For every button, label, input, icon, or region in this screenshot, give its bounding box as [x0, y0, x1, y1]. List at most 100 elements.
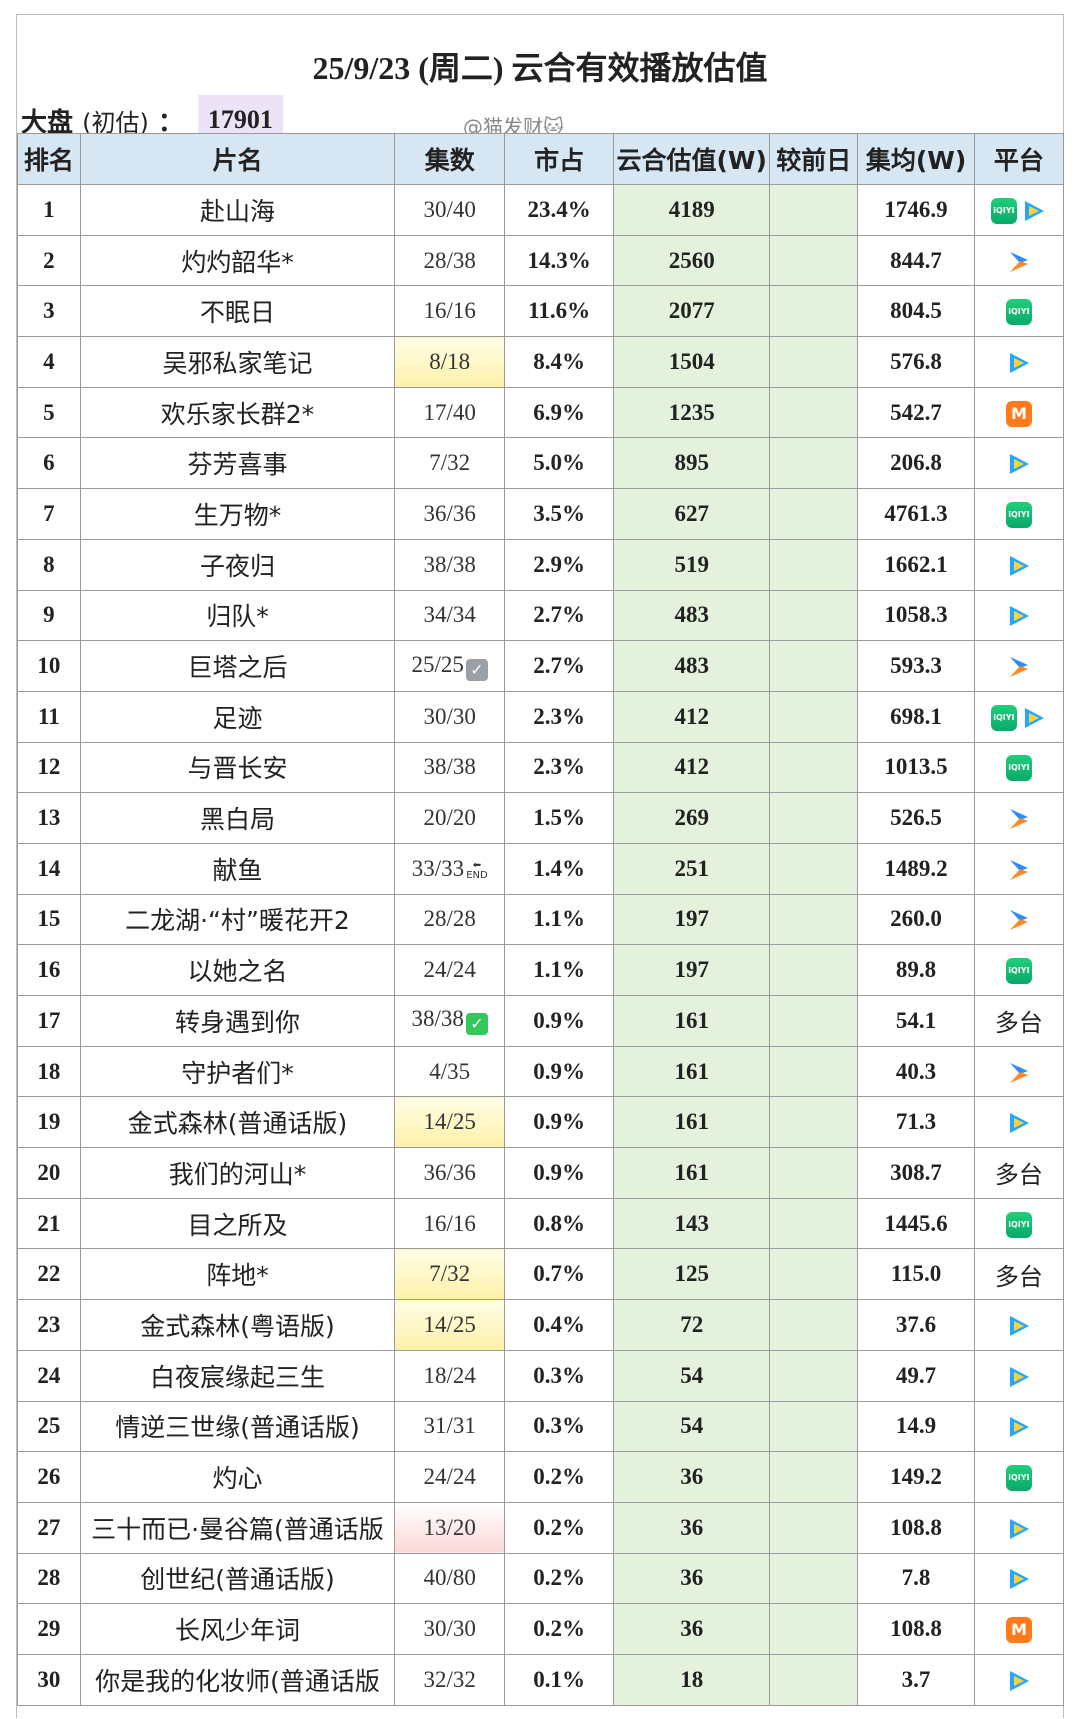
- episode-average-cell: 49.7: [857, 1349, 975, 1402]
- market-share-cell: 0.2%: [504, 1552, 615, 1605]
- episodes-cell: 31/31: [394, 1400, 506, 1453]
- vs-previous-day-cell: [769, 1147, 859, 1199]
- vs-previous-day-cell: [769, 792, 859, 844]
- tencent-video-icon: [1024, 707, 1044, 728]
- title-cell: 芬芳喜事: [79, 437, 396, 490]
- ratings-sheet: 25/9/23 (周二) 云合有效播放估值 大盘 (初估) ： 17901 @猫…: [16, 14, 1065, 1718]
- title-cell: 你是我的化妆师(普通话版: [79, 1653, 396, 1706]
- rank-cell: 28: [17, 1552, 81, 1605]
- estimate-cell: 72: [613, 1299, 771, 1351]
- episodes-cell: 36/36: [394, 1147, 506, 1199]
- vs-previous-day-cell: [769, 184, 859, 236]
- episodes-cell: 8/18: [394, 336, 506, 388]
- page-title: 25/9/23 (周二) 云合有效播放估值: [312, 50, 768, 86]
- rank-cell: 27: [17, 1501, 81, 1554]
- vs-previous-day-cell: [769, 1299, 859, 1351]
- table-row: 14 献鱼 33/33 ⬅ END 1.4% 251 1489.2: [17, 842, 1065, 895]
- platform-cell: iQIYI: [973, 1451, 1065, 1503]
- column-header-title: 片名: [79, 133, 396, 185]
- platform-cell: [973, 1096, 1065, 1149]
- title-cell: 目之所及: [79, 1197, 396, 1250]
- episodes-cell: 33/33 ⬅ END: [394, 842, 506, 895]
- market-share-cell: 0.3%: [504, 1400, 615, 1453]
- table-row: 4 吴邪私家笔记 8/18 8.4% 1504 576.8: [17, 336, 1065, 388]
- market-share-cell: 6.9%: [504, 386, 615, 439]
- estimate-cell: 36: [613, 1552, 771, 1605]
- ranking-table: 排名 片名 集数 市占 云合估值(W) 较前日 集均(W) 平台 1 赴山海 30/…: [17, 133, 1065, 1706]
- episode-average-cell: 1445.6: [857, 1197, 975, 1250]
- market-share-cell: 1.1%: [504, 893, 615, 946]
- title-cell: 守护者们*: [79, 1045, 396, 1098]
- title-cell: 金式森林(普通话版): [79, 1096, 396, 1149]
- episode-average-cell: 89.8: [857, 944, 975, 996]
- table-row: 10 巨塔之后 25/25 ✓ 2.7% 483 593.3: [17, 640, 1065, 692]
- market-share-cell: 0.2%: [504, 1603, 615, 1655]
- platform-multi-label: 多台: [994, 1009, 1043, 1038]
- estimate-cell: 197: [613, 944, 771, 996]
- episodes-cell: 24/24: [394, 944, 506, 996]
- iqiyi-icon: iQIYI: [1005, 1211, 1032, 1238]
- iqiyi-icon: iQIYI: [1005, 1465, 1032, 1492]
- table-row: 25 情逆三世缘(普通话版) 31/31 0.3% 54 14.9: [17, 1400, 1065, 1453]
- table-row: 12 与晋长安 38/38 2.3% 412 1013.5 iQIYI: [17, 741, 1065, 794]
- table-row: 24 白夜宸缘起三生 18/24 0.3% 54 49.7: [17, 1349, 1065, 1402]
- episode-average-cell: 260.0: [857, 893, 975, 946]
- market-share-cell: 1.5%: [504, 792, 615, 844]
- tencent-video-icon: [1009, 1315, 1029, 1336]
- market-total-label-text: 大盘: [21, 107, 74, 138]
- rank-cell: 30: [17, 1653, 81, 1706]
- rank-cell: 12: [17, 741, 81, 794]
- title-cell: 归队*: [79, 589, 396, 642]
- rank-cell: 5: [17, 386, 81, 439]
- market-share-cell: 0.8%: [504, 1197, 615, 1250]
- market-share-cell: 8.4%: [504, 336, 615, 388]
- vs-previous-day-cell: [769, 690, 859, 743]
- table-row: 17 转身遇到你 38/38 ✓ 0.9% 161 54.1 多台: [17, 995, 1065, 1047]
- title-cell: 足迹: [79, 690, 396, 743]
- episodes-value: 30/30: [423, 1616, 476, 1642]
- title-cell: 赴山海: [79, 184, 396, 236]
- episodes-cell: 13/20: [394, 1501, 506, 1554]
- episodes-value: 40/80: [423, 1565, 476, 1591]
- vs-previous-day-cell: [769, 1248, 859, 1301]
- estimate-cell: 2077: [613, 285, 771, 338]
- vs-previous-day-cell: [769, 336, 859, 388]
- estimate-cell: 627: [613, 488, 771, 540]
- rank-cell: 2: [17, 234, 81, 287]
- estimate-cell: 36: [613, 1451, 771, 1503]
- platform-cell: [973, 437, 1065, 490]
- tencent-video-icon: [1009, 555, 1029, 576]
- episodes-cell: 28/28: [394, 893, 506, 946]
- rank-cell: 14: [17, 842, 81, 895]
- episodes-cell: 30/30: [394, 1603, 506, 1655]
- vs-previous-day-cell: [769, 1045, 859, 1098]
- table-body: 1 赴山海 30/40 23.4% 4189 1746.9 iQIYI 2 灼灼韶华* 28/38…: [17, 184, 1065, 1706]
- vs-previous-day-cell: [769, 234, 859, 287]
- episodes-value: 7/32: [429, 450, 471, 476]
- episodes-value: 28/28: [423, 906, 476, 932]
- platform-cell: [973, 1400, 1065, 1453]
- table-row: 7 生万物* 36/36 3.5% 627 4761.3 iQIYI: [17, 488, 1065, 540]
- episodes-cell: 16/16: [394, 285, 506, 338]
- episodes-value: 7/32: [429, 1261, 471, 1287]
- platform-cell: [973, 1045, 1065, 1098]
- vs-previous-day-cell: [769, 893, 859, 946]
- column-header-platform: 平台: [973, 133, 1065, 185]
- table-row: 16 以她之名 24/24 1.1% 197 89.8 iQIYI: [17, 944, 1065, 996]
- table-row: 28 创世纪(普通话版) 40/80 0.2% 36 7.8: [17, 1552, 1065, 1605]
- platform-cell: iQIYI: [973, 690, 1065, 743]
- estimate-cell: 251: [613, 842, 771, 895]
- platform-cell: [973, 1299, 1065, 1351]
- episodes-cell: 38/38: [394, 741, 506, 794]
- platform-cell: [973, 640, 1065, 692]
- rank-cell: 11: [17, 690, 81, 743]
- table-row: 6 芬芳喜事 7/32 5.0% 895 206.8: [17, 437, 1065, 490]
- market-share-cell: 0.9%: [504, 1045, 615, 1098]
- market-share-cell: 2.9%: [504, 538, 615, 591]
- estimate-cell: 161: [613, 1147, 771, 1199]
- title-cell: 以她之名: [79, 944, 396, 996]
- rank-cell: 23: [17, 1299, 81, 1351]
- market-share-cell: 2.7%: [504, 640, 615, 692]
- estimate-cell: 36: [613, 1501, 771, 1554]
- episode-average-cell: 1058.3: [857, 589, 975, 642]
